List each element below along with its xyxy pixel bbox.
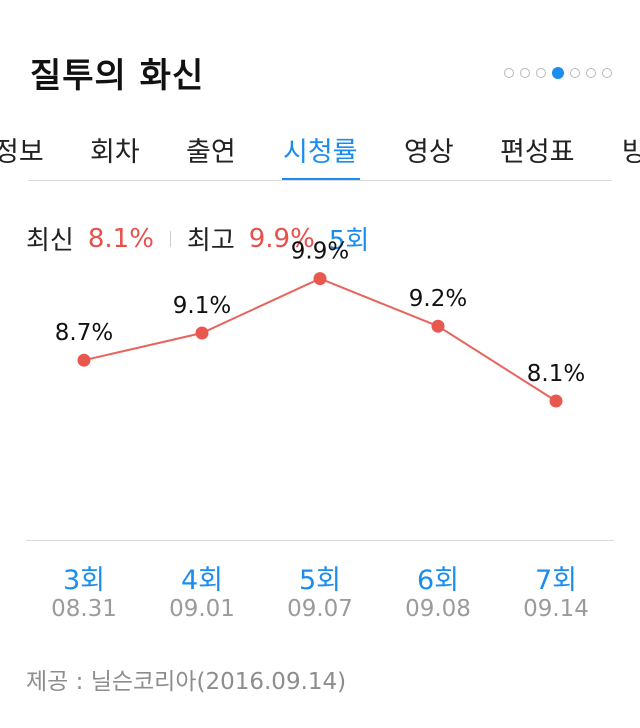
tab-video[interactable]: 영상	[404, 137, 454, 168]
data-source: 제공 : 닐슨코리아(2016.09.14)	[26, 669, 347, 695]
episode-date: 09.07	[287, 596, 353, 622]
page-dot[interactable]	[570, 68, 580, 78]
data-point[interactable]	[195, 326, 209, 340]
data-label: 9.2%	[409, 286, 467, 312]
chart-baseline	[26, 540, 614, 541]
tab-cast[interactable]: 출연	[186, 137, 236, 168]
page-title: 질투의 화신	[30, 56, 205, 96]
tab-episodes[interactable]: 회차	[90, 137, 140, 168]
episode-label[interactable]: 3회	[62, 565, 106, 596]
episode-date: 09.14	[523, 596, 589, 622]
data-point[interactable]	[313, 272, 327, 286]
episode-label[interactable]: 6회	[416, 565, 460, 596]
episode-date: 09.08	[405, 596, 471, 622]
latest-value: 8.1%	[87, 223, 154, 254]
data-point[interactable]	[431, 319, 445, 333]
episode-label[interactable]: 4회	[180, 565, 224, 596]
tab-more[interactable]: 방	[622, 137, 640, 168]
episode-label[interactable]: 7회	[534, 565, 578, 596]
ratings-summary: 최신 8.1% 최고 9.9% 5회	[26, 220, 369, 257]
data-label: 8.1%	[527, 361, 585, 387]
data-label: 8.7%	[55, 320, 113, 346]
data-point[interactable]	[77, 353, 91, 367]
data-label: 9.1%	[173, 293, 231, 319]
episode-label[interactable]: 5회	[298, 565, 342, 596]
tab-bar: 정보 회차 출연 시청률 영상 편성표 방	[0, 120, 640, 182]
data-point[interactable]	[549, 394, 563, 408]
active-tab-indicator	[282, 178, 360, 181]
latest-label: 최신	[26, 226, 74, 256]
tab-ratings[interactable]: 시청률	[283, 137, 358, 168]
tab-schedule[interactable]: 편성표	[500, 137, 575, 168]
highest-episode[interactable]: 5회	[328, 226, 370, 256]
tab-info[interactable]: 정보	[0, 137, 44, 168]
page-dot[interactable]	[520, 68, 530, 78]
page-dot[interactable]	[504, 68, 514, 78]
summary-separator	[169, 230, 171, 247]
page-dot[interactable]	[536, 68, 546, 78]
page-dot[interactable]	[586, 68, 596, 78]
page-dot-active[interactable]	[552, 67, 564, 79]
highest-value: 9.9%	[248, 223, 315, 254]
page-dot[interactable]	[602, 68, 612, 78]
highest-label: 최고	[186, 226, 235, 256]
data-label: 9.9%	[291, 239, 349, 265]
tab-divider	[28, 180, 612, 181]
ratings-series-line	[83, 277, 557, 402]
episode-date: 08.31	[51, 596, 117, 622]
page-indicator	[504, 67, 612, 79]
episode-date: 09.01	[169, 596, 235, 622]
